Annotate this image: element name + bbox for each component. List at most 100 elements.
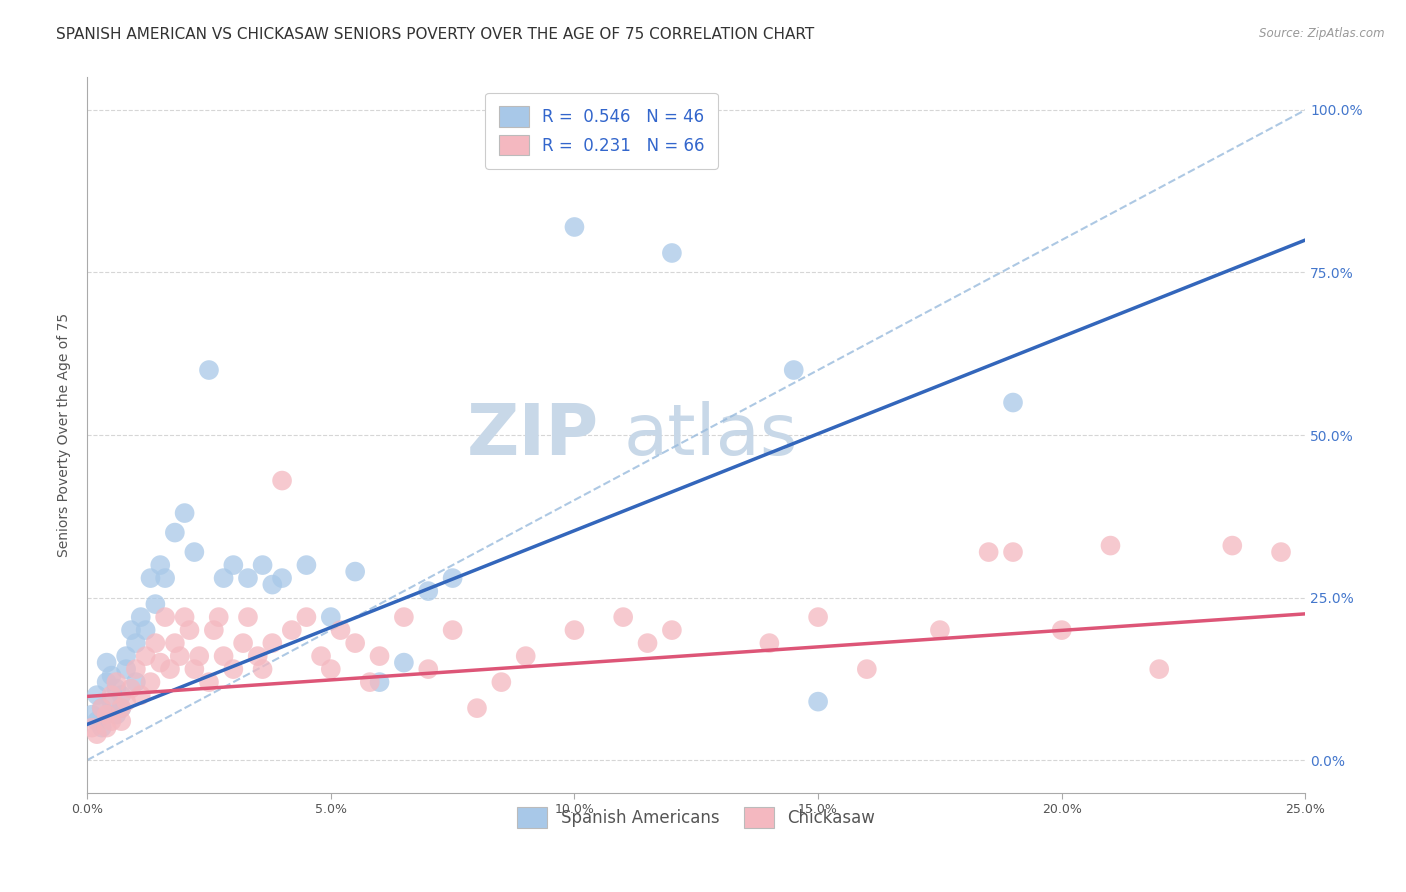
Point <box>135 623 157 637</box>
Point <box>145 636 167 650</box>
Point <box>202 623 225 637</box>
Point <box>145 597 167 611</box>
Point <box>929 623 952 637</box>
Point <box>441 623 464 637</box>
Point <box>115 662 138 676</box>
Point <box>1001 545 1024 559</box>
Point <box>612 610 634 624</box>
Point <box>90 721 112 735</box>
Point <box>222 662 245 676</box>
Text: SPANISH AMERICAN VS CHICKASAW SENIORS POVERTY OVER THE AGE OF 75 CORRELATION CHA: SPANISH AMERICAN VS CHICKASAW SENIORS PO… <box>56 27 814 42</box>
Point <box>188 649 211 664</box>
Point <box>105 675 128 690</box>
Point <box>222 558 245 573</box>
Point <box>115 649 138 664</box>
Point <box>783 363 806 377</box>
Point <box>281 623 304 637</box>
Point <box>807 695 830 709</box>
Point <box>1099 539 1122 553</box>
Point <box>173 610 195 624</box>
Point <box>153 571 176 585</box>
Point <box>564 623 586 637</box>
Point <box>198 675 221 690</box>
Point <box>392 610 415 624</box>
Point <box>80 721 103 735</box>
Point <box>252 662 274 676</box>
Point <box>329 623 352 637</box>
Point <box>246 649 269 664</box>
Point <box>661 623 683 637</box>
Point <box>271 571 294 585</box>
Point <box>1001 395 1024 409</box>
Point <box>110 714 132 728</box>
Point <box>661 246 683 260</box>
Point <box>183 545 205 559</box>
Point <box>418 662 440 676</box>
Point <box>295 610 318 624</box>
Point <box>110 701 132 715</box>
Point <box>149 656 172 670</box>
Point <box>80 707 103 722</box>
Point <box>163 525 186 540</box>
Text: ZIP: ZIP <box>467 401 599 469</box>
Text: atlas: atlas <box>623 401 797 469</box>
Point <box>368 675 391 690</box>
Point <box>465 701 488 715</box>
Point <box>262 636 284 650</box>
Point <box>100 714 122 728</box>
Point <box>392 656 415 670</box>
Point <box>236 571 259 585</box>
Point <box>252 558 274 573</box>
Point <box>149 558 172 573</box>
Point <box>359 675 381 690</box>
Point <box>125 636 148 650</box>
Point <box>1050 623 1073 637</box>
Point <box>441 571 464 585</box>
Point <box>90 701 112 715</box>
Point <box>100 695 122 709</box>
Point <box>1270 545 1292 559</box>
Point <box>515 649 537 664</box>
Point <box>120 623 142 637</box>
Point <box>295 558 318 573</box>
Point <box>856 662 879 676</box>
Point <box>564 219 586 234</box>
Point <box>163 636 186 650</box>
Point <box>212 649 235 664</box>
Point <box>1147 662 1170 676</box>
Point <box>135 649 157 664</box>
Point <box>368 649 391 664</box>
Point <box>236 610 259 624</box>
Y-axis label: Seniors Poverty Over the Age of 75: Seniors Poverty Over the Age of 75 <box>58 313 72 558</box>
Point <box>212 571 235 585</box>
Point <box>100 668 122 682</box>
Point <box>129 610 152 624</box>
Point <box>86 714 108 728</box>
Point <box>1220 539 1243 553</box>
Point <box>125 662 148 676</box>
Point <box>96 721 118 735</box>
Point <box>110 688 132 702</box>
Point <box>96 675 118 690</box>
Point <box>100 688 122 702</box>
Text: Source: ZipAtlas.com: Source: ZipAtlas.com <box>1260 27 1385 40</box>
Point <box>208 610 231 624</box>
Point <box>637 636 659 650</box>
Point <box>115 695 138 709</box>
Point <box>179 623 201 637</box>
Point <box>125 675 148 690</box>
Point <box>807 610 830 624</box>
Legend: Spanish Americans, Chickasaw: Spanish Americans, Chickasaw <box>510 801 882 834</box>
Point <box>159 662 181 676</box>
Point <box>232 636 254 650</box>
Point <box>418 584 440 599</box>
Point <box>271 474 294 488</box>
Point <box>319 610 342 624</box>
Point <box>105 707 128 722</box>
Point <box>173 506 195 520</box>
Point <box>183 662 205 676</box>
Point <box>262 577 284 591</box>
Point <box>344 636 367 650</box>
Point <box>139 675 162 690</box>
Point <box>344 565 367 579</box>
